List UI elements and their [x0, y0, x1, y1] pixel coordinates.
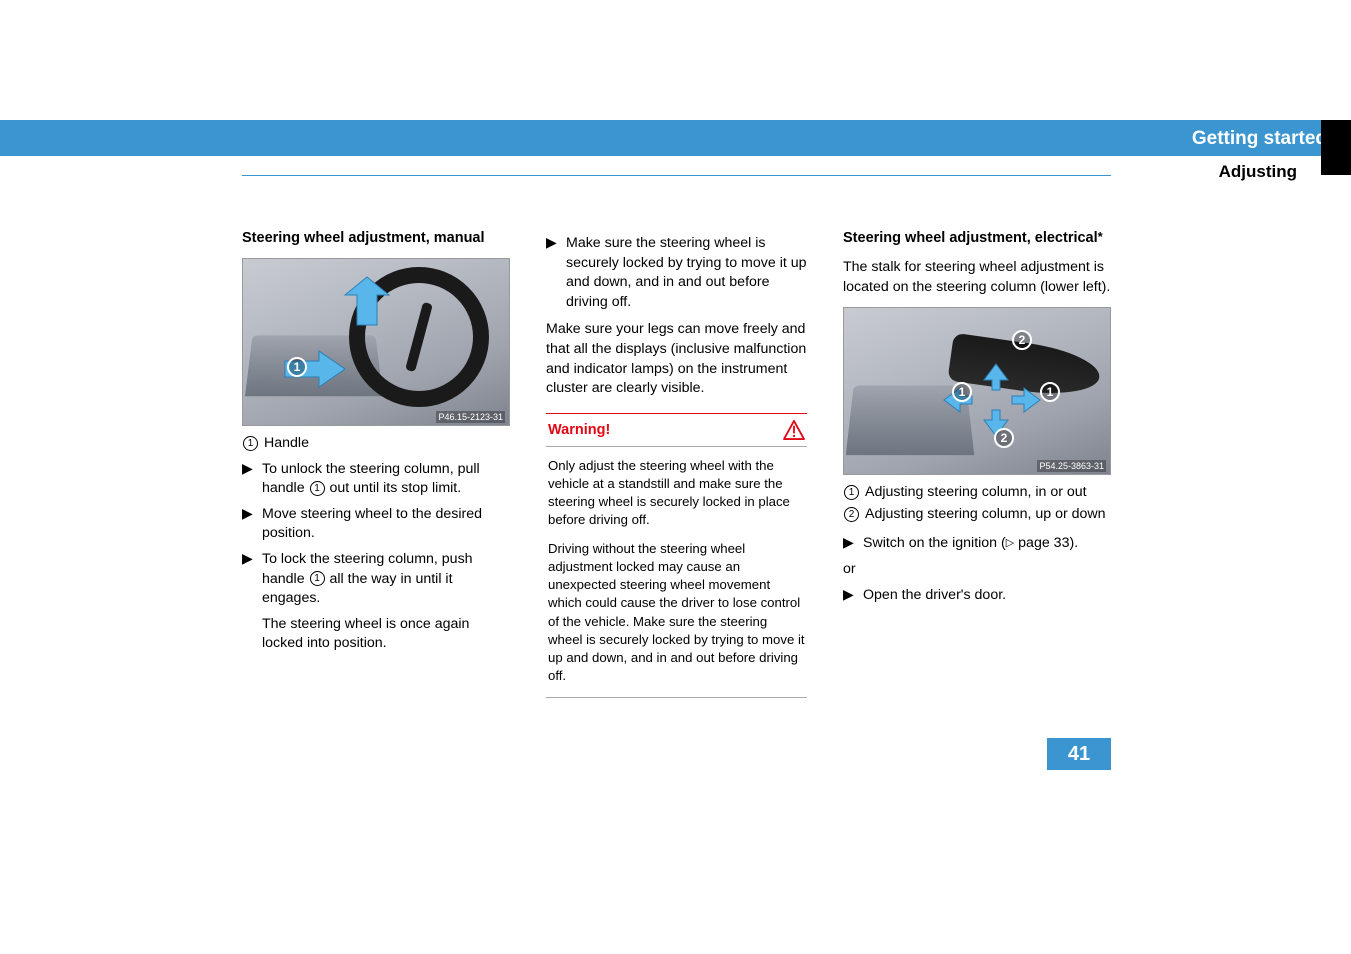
- warning-p2: Driving without the steering wheel adjus…: [548, 540, 805, 686]
- tab-black-top: [1321, 120, 1351, 153]
- chapter-bar: Getting started: [0, 120, 1351, 156]
- warning-header: Warning!: [546, 414, 807, 447]
- col3-legend2-text: Adjusting steering column, up or down: [865, 505, 1106, 525]
- fig-badge-1: 1: [287, 357, 307, 377]
- col3-legend-2: 2 Adjusting steering column, up or down: [843, 505, 1111, 525]
- col3-intro: The stalk for steering wheel adjustment …: [843, 258, 1111, 297]
- legend-num-1: 1: [243, 436, 258, 451]
- legend-num-2: 2: [844, 507, 859, 522]
- xref-triangle-icon: ▷: [1006, 536, 1014, 551]
- warning-body: Only adjust the steering wheel with the …: [546, 447, 807, 698]
- chapter-title: Getting started: [1192, 128, 1327, 150]
- warning-box: Warning! Only adjust the steering wheel …: [546, 413, 807, 699]
- col1-step2-text: Move steering wheel to the desired posit…: [262, 505, 510, 544]
- tab-black-bottom: [1321, 153, 1351, 175]
- col1-step3-follow: The steering wheel is once again locked …: [262, 615, 510, 654]
- col1-title: Steering wheel adjustment, manual: [242, 228, 510, 248]
- page-number: 41: [1047, 738, 1111, 770]
- col2-para1: Make sure your legs can move freely and …: [546, 320, 807, 398]
- bullet-arrow-icon: ▶: [242, 505, 262, 544]
- fig2-code: P54.25-3863-31: [1037, 460, 1106, 472]
- manual-page: Getting started Adjusting Steering wheel…: [0, 0, 1351, 954]
- content-columns: Steering wheel adjustment, manual 1 P46.…: [242, 228, 1111, 764]
- bullet-arrow-icon: ▶: [242, 460, 262, 499]
- bullet-arrow-icon: ▶: [843, 534, 863, 554]
- bullet-arrow-icon: ▶: [242, 550, 262, 609]
- col2-step1: ▶ Make sure the steering wheel is secure…: [546, 234, 807, 312]
- warning-title: Warning!: [548, 420, 610, 440]
- col1-step1: ▶ To unlock the steering column, pull ha…: [242, 460, 510, 499]
- xref-page: page 33: [1018, 535, 1069, 551]
- col3-step2-text: Open the driver's door.: [863, 586, 1111, 606]
- col1-step3: ▶ To lock the steering column, push hand…: [242, 550, 510, 609]
- bullet-arrow-icon: ▶: [843, 586, 863, 606]
- figure-electrical-adjust: 2 1 1 2 P54.25-3863-31: [843, 307, 1111, 475]
- col3-legend1-text: Adjusting steering column, in or out: [865, 483, 1087, 503]
- col1-step1-text: To unlock the steering column, pull hand…: [262, 460, 510, 499]
- header-rule: [242, 175, 1111, 176]
- col3-step2: ▶ Open the driver's door.: [843, 586, 1111, 606]
- col1-step2: ▶ Move steering wheel to the desired pos…: [242, 505, 510, 544]
- col3-legend-1: 1 Adjusting steering column, in or out: [843, 483, 1111, 503]
- fig2-arrows: [936, 360, 1046, 440]
- page-header: Getting started Adjusting: [0, 120, 1351, 194]
- or-separator: or: [843, 560, 1111, 580]
- section-title: Adjusting: [1219, 162, 1297, 181]
- column-1: Steering wheel adjustment, manual 1 P46.…: [242, 228, 510, 764]
- col3-title: Steering wheel adjustment, electrical*: [843, 228, 1111, 248]
- section-bar: Adjusting: [0, 156, 1351, 182]
- fig2-badge-1b: 1: [1040, 382, 1060, 402]
- fig2-badge-2b: 2: [994, 428, 1014, 448]
- figure-manual-adjust: 1 P46.15-2123-31: [242, 258, 510, 426]
- col3-step1: ▶ Switch on the ignition (▷ page 33).: [843, 534, 1111, 554]
- warning-triangle-icon: [783, 420, 805, 440]
- legend-text-1: Handle: [264, 434, 309, 454]
- bullet-arrow-icon: ▶: [546, 234, 566, 312]
- column-3: Steering wheel adjustment, electrical* T…: [843, 228, 1111, 764]
- col3-step1-text: Switch on the ignition (▷ page 33).: [863, 534, 1111, 554]
- fig1-code: P46.15-2123-31: [436, 411, 505, 423]
- legend-num-1: 1: [844, 485, 859, 500]
- footnote-star: *: [1098, 229, 1103, 244]
- column-2: ▶ Make sure the steering wheel is secure…: [546, 228, 807, 764]
- col1-step3-text: To lock the steering column, push handle…: [262, 550, 510, 609]
- legend-1: 1 Handle: [242, 434, 510, 454]
- fig-arrow-up: [337, 275, 397, 335]
- warning-p1: Only adjust the steering wheel with the …: [548, 457, 805, 530]
- col2-step1-text: Make sure the steering wheel is securely…: [566, 234, 807, 312]
